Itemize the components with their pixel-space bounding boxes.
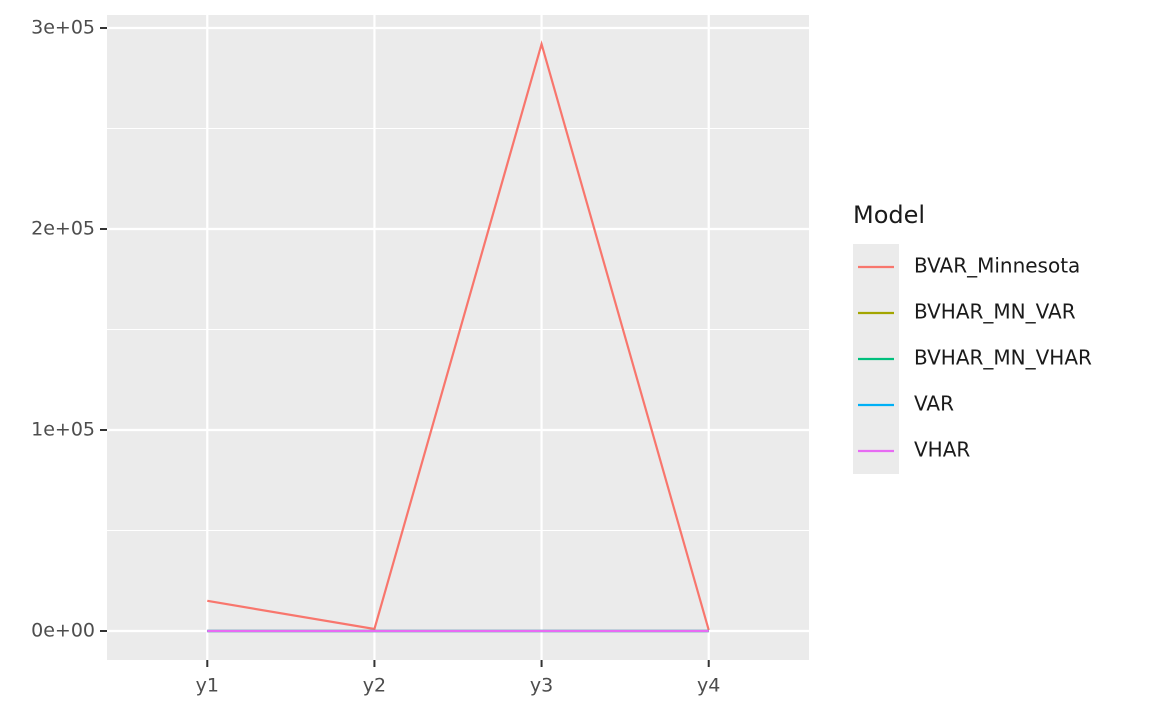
x-tick-label: y2: [363, 675, 386, 697]
y-tick-label: 2e+05: [31, 218, 95, 240]
legend: BVAR_Minnesota BVHAR_MN_VAR BVHAR_MN_VHAR V…: [853, 244, 1092, 474]
series-line: [207, 40, 710, 631]
x-tick-label: y4: [697, 675, 720, 697]
grid: [107, 15, 809, 660]
y-tick-label: 1e+05: [31, 418, 95, 440]
legend-label: BVAR_Minnesota: [914, 254, 1080, 278]
legend-label: BVHAR_MN_VAR: [914, 300, 1076, 324]
x-tick-label: y1: [196, 675, 219, 697]
legend-label: BVHAR_MN_VHAR: [914, 346, 1092, 370]
legend-label: VAR: [914, 392, 954, 416]
lines: [207, 40, 710, 633]
y-tick-label: 0e+00: [31, 619, 95, 641]
legend-title: Model: [853, 201, 925, 229]
x-tick-label: y3: [530, 675, 553, 697]
legend-label: VHAR: [914, 438, 970, 462]
y-tick-label: 3e+05: [31, 17, 95, 39]
axes: 0e+00 1e+05 2e+05 3e+05 y1 y2 y3 y4: [31, 17, 720, 697]
